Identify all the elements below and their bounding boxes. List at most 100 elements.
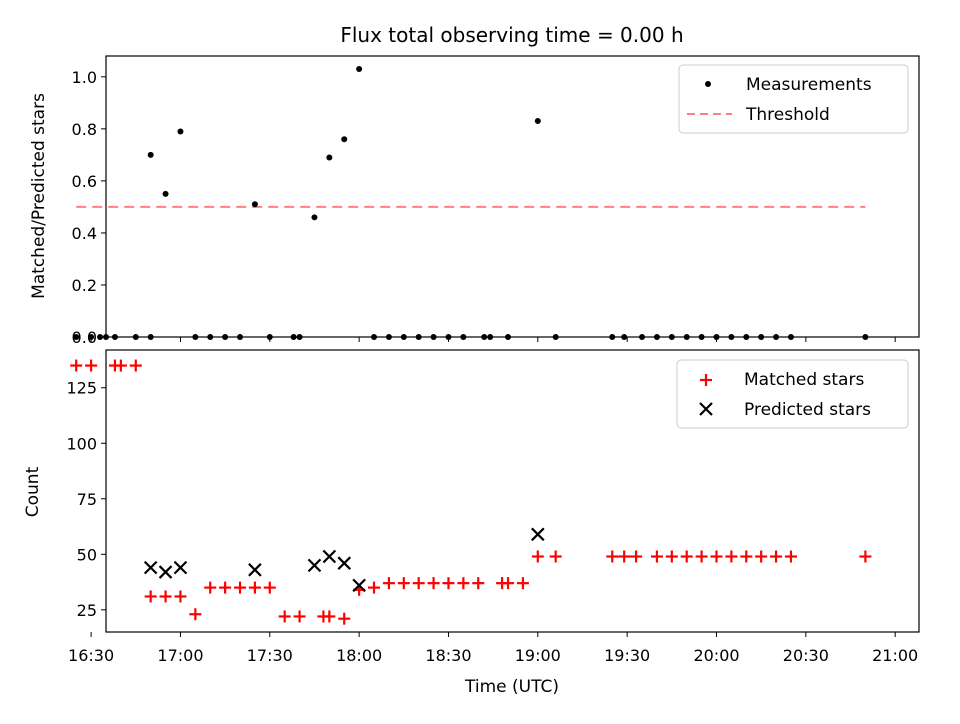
bottom-y-tick-label: 75 <box>77 490 97 509</box>
measurement-point <box>341 136 348 143</box>
predicted-star-points <box>143 527 545 593</box>
top-y-tick-label: 0.4 <box>72 224 97 243</box>
legend-threshold-label: Threshold <box>745 105 830 125</box>
measurement-point <box>356 66 363 73</box>
matched-star-marker <box>516 577 529 590</box>
measurement-point <box>73 334 80 340</box>
measurement-point <box>311 214 318 221</box>
matched-star-marker <box>549 550 562 563</box>
predicted-star-marker <box>337 556 352 570</box>
legend-measurement-marker <box>705 81 711 87</box>
matched-star-marker <box>695 550 708 563</box>
bottom-y-tick-label: 50 <box>77 545 97 564</box>
matched-star-marker <box>144 590 157 603</box>
matched-star-marker <box>397 577 410 590</box>
predicted-star-marker <box>248 563 262 577</box>
x-tick-label: 17:30 <box>247 646 293 665</box>
measurement-point <box>534 118 541 125</box>
matched-star-marker <box>278 610 291 623</box>
legend-measurements-label: Measurements <box>746 75 872 95</box>
predicted-star-marker <box>352 578 366 593</box>
top-y-tick-label: 0.0 <box>72 328 97 347</box>
predicted-star-marker <box>143 560 158 575</box>
top-y-ticks: 0.0 0.2 0.4 0.6 0.8 1.0 <box>72 68 106 347</box>
x-tick-label: 19:30 <box>604 646 650 665</box>
matched-star-marker <box>248 581 261 594</box>
legend-predicted-marker <box>699 402 713 416</box>
top-plot-frame <box>105 55 920 338</box>
bottom-x-ticks: 16:30 17:00 17:30 18:00 18:30 19:00 19:30 20:00… <box>68 632 918 665</box>
x-tick-label: 18:30 <box>425 646 471 665</box>
matched-star-marker <box>606 550 619 563</box>
matched-star-marker <box>70 359 83 372</box>
legend-predicted-label: Predicted stars <box>744 400 871 420</box>
x-tick-label: 20:30 <box>783 646 829 665</box>
top-legend: Measurements Threshold <box>678 64 909 134</box>
matched-star-marker <box>859 550 872 563</box>
top-chart-ylabel: Matched/Predicted stars <box>29 93 49 299</box>
matched-star-marker <box>368 581 381 594</box>
x-axis-label: Time (UTC) <box>464 677 559 697</box>
bottom-y-tick-label: 125 <box>66 379 97 398</box>
measurement-point <box>326 154 333 161</box>
x-tick-label: 16:30 <box>68 646 114 665</box>
legend-matched-label: Matched stars <box>744 370 864 390</box>
matched-star-marker <box>204 581 217 594</box>
matched-star-marker <box>784 550 797 563</box>
x-tick-label: 21:00 <box>872 646 918 665</box>
matched-star-marker <box>412 577 425 590</box>
matched-star-marker <box>665 550 678 563</box>
top-chart-title: Flux total observing time = 0.00 h <box>340 23 683 47</box>
matched-star-marker <box>755 550 768 563</box>
predicted-star-marker <box>307 558 322 573</box>
measurement-point <box>162 190 169 197</box>
predicted-star-marker <box>173 560 188 575</box>
measurement-point <box>147 151 154 158</box>
x-tick-label: 17:00 <box>157 646 203 665</box>
predicted-star-marker <box>158 565 173 579</box>
matched-star-marker <box>680 550 693 563</box>
bottom-legend-box <box>676 359 909 429</box>
matched-star-marker <box>293 610 306 623</box>
top-legend-box <box>678 64 909 134</box>
matched-star-marker <box>502 577 515 590</box>
measurement-points <box>73 66 869 340</box>
bottom-y-ticks: 25 50 75 100 125 <box>66 379 106 620</box>
matched-star-marker <box>338 612 351 625</box>
matched-star-marker <box>618 550 631 563</box>
matched-star-marker <box>457 577 470 590</box>
matched-star-marker <box>323 610 336 623</box>
x-tick-label: 19:00 <box>515 646 561 665</box>
bottom-y-tick-label: 100 <box>66 434 97 453</box>
top-y-tick-label: 1.0 <box>72 68 97 87</box>
matched-star-marker <box>770 550 783 563</box>
bottom-y-tick-label: 25 <box>77 601 97 620</box>
matched-star-marker <box>159 590 172 603</box>
measurement-point <box>97 334 104 340</box>
measurement-point <box>251 201 258 208</box>
bottom-legend: Matched stars Predicted stars <box>676 359 909 429</box>
predicted-star-marker <box>531 527 545 542</box>
matched-star-marker <box>531 550 544 563</box>
matched-star-marker <box>650 550 663 563</box>
bottom-plot-frame <box>105 349 920 633</box>
matched-star-marker <box>234 581 247 594</box>
top-y-tick-label: 0.8 <box>72 120 97 139</box>
matched-star-marker <box>85 359 98 372</box>
matched-star-marker <box>263 581 276 594</box>
x-tick-label: 18:00 <box>336 646 382 665</box>
matched-star-marker <box>725 550 738 563</box>
matched-star-marker <box>219 581 232 594</box>
matched-star-marker <box>129 359 142 372</box>
legend-matched-marker <box>700 374 712 386</box>
matched-star-marker <box>472 577 485 590</box>
predicted-star-marker <box>322 549 337 564</box>
matched-star-marker <box>382 577 395 590</box>
top-x-ticks <box>90 337 896 342</box>
x-tick-label: 20:00 <box>693 646 739 665</box>
bottom-chart-ylabel: Count <box>23 466 43 517</box>
matched-star-marker <box>189 608 202 621</box>
top-y-tick-label: 0.6 <box>72 172 97 191</box>
matched-star-marker <box>174 590 187 603</box>
